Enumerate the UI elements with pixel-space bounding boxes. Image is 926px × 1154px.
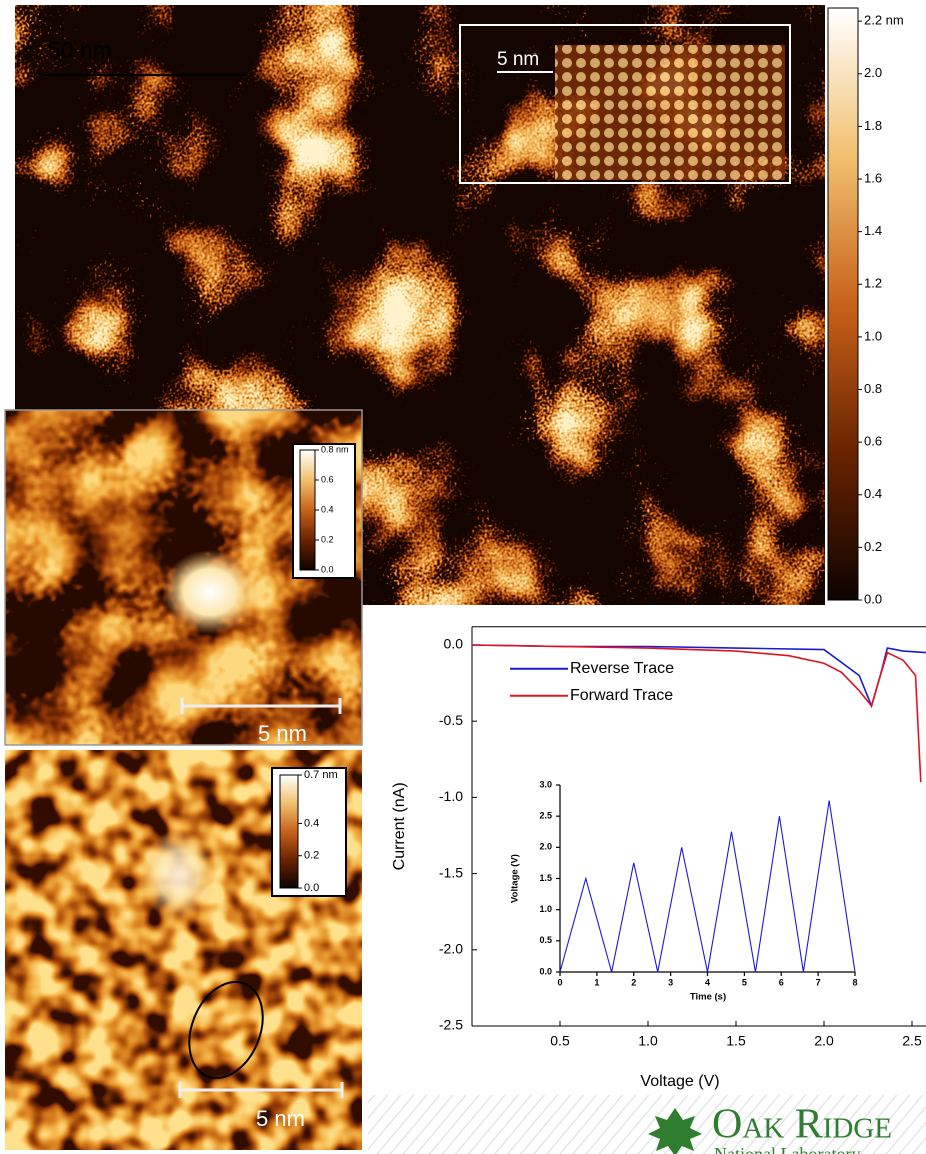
x-tick-label: 3 [668,977,673,987]
y-tick-label: 1.5 [539,873,552,883]
x-tick-label: 4 [705,977,710,987]
colorbar-label: 2.0 [864,65,882,80]
x-tick-label: 8 [852,977,857,987]
logo-name: Oak Ridge [712,1102,892,1148]
colorbar-label: 0.2 [321,534,334,544]
figure: 50 nm 5 nm 5 nm 5 nm 2.2 nm 2.0 1.8 1.6 1.4 1… [0,0,926,1154]
bright-feature [140,830,216,920]
x-tick-label: 6 [779,977,784,987]
y-tick-label: -2.0 [439,941,463,957]
scale-bar-label: 50 nm [48,37,112,63]
y-tick-label: 0.0 [539,966,552,976]
colorbar [280,775,298,888]
x-axis-label: Time (s) [690,992,726,1003]
x-tick-label: 2.0 [814,1033,834,1049]
x-tick-label: 1 [594,977,599,987]
colorbar [828,8,858,600]
x-axis-label: Voltage (V) [640,1073,719,1090]
bright-feature [162,550,258,634]
x-tick-label: 2.5 [902,1033,922,1049]
colorbar-label: 0.2 [864,539,882,554]
colorbar-label: 2.2 nm [864,13,904,28]
colorbar-label: 0.2 [304,850,319,862]
colorbar-label: 1.0 [864,328,882,343]
legend-label: Forward Trace [570,687,673,704]
x-tick-label: 1.0 [638,1033,658,1049]
colorbar-label: 0.8 [864,381,882,396]
colorbar-label: 1.6 [864,170,882,185]
y-tick-label: 1.0 [539,904,552,914]
page: 50 nm 5 nm 5 nm 5 nm 2.2 nm 2.0 1.8 1.6 1.4 1… [0,0,926,1154]
colorbar-label: 1.8 [864,118,882,133]
y-tick-label: 2.5 [539,811,552,821]
legend-label: Reverse Trace [570,660,674,677]
x-tick-label: 2 [631,977,636,987]
colorbar-label: 1.2 [864,276,882,291]
colorbar-label: 0.4 [864,486,882,501]
inset-scale-label: 5 nm [497,49,539,70]
colorbar-label: 0.6 [864,434,882,449]
y-tick-label: 3.0 [539,779,552,789]
colorbar-label: 0.4 [304,817,319,829]
colorbar-label: 0.8 nm [321,444,349,454]
stm-inset: 5 nm [460,25,790,183]
y-axis-label: Current (nA) [391,782,408,870]
inset-lattice [555,45,785,180]
colorbar-label: 0.0 [321,564,334,574]
y-tick-label: -1.5 [439,864,463,880]
scale-bar-label: 5 nm [258,721,307,746]
x-tick-label: 0 [557,977,562,987]
y-tick-label: 0.5 [539,935,552,945]
y-tick-label: -0.5 [439,712,463,728]
colorbar-label: 1.4 [864,223,882,238]
logo-subtitle: National Laboratory [714,1144,860,1154]
colorbar-label: 0.0 [304,882,319,894]
y-tick-label: 0.0 [444,636,464,652]
scale-bar-label: 5 nm [256,1106,305,1131]
x-tick-label: 0.5 [550,1033,570,1049]
x-tick-label: 7 [816,977,821,987]
colorbar [300,450,315,570]
y-tick-label: -1.0 [439,788,463,804]
y-axis-label: Voltage (V) [510,854,521,903]
y-tick-label: -2.5 [439,1017,463,1033]
colorbar-label: 0.0 [864,591,882,606]
x-tick-label: 5 [742,977,747,987]
colorbar-label: 0.4 [321,504,334,514]
y-tick-label: 2.0 [539,842,552,852]
x-tick-label: 1.5 [726,1033,746,1049]
colorbar-label: 0.6 [321,474,334,484]
colorbar-label: 0.7 nm [304,769,338,781]
